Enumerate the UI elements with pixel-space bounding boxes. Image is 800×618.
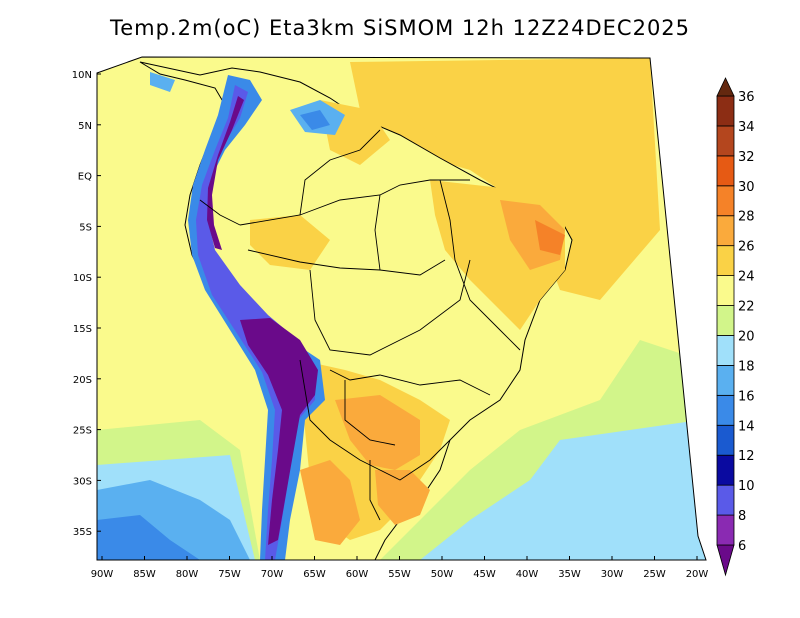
colorbar-swatch	[716, 185, 735, 217]
lon-tick-label: 55W	[388, 569, 411, 580]
colorbar-label: 24	[738, 270, 755, 285]
longitude-axis: 90W 85W 80W 75W 70W 65W 60W 55W 50W 45W 40W 35W 30W 2…	[91, 556, 709, 580]
colorbar-swatch	[716, 424, 735, 456]
latitude-axis: 10N 5N EQ 5S 10S 15S 20S 25S 30S 35S	[72, 70, 101, 538]
colorbar-swatch	[716, 215, 735, 247]
colorbar-label: 22	[738, 300, 755, 315]
colorbar-swatch	[716, 514, 735, 546]
colorbar-label: 34	[738, 120, 755, 135]
lat-tick-label: 25S	[73, 426, 92, 437]
colorbar-swatch	[716, 305, 735, 336]
colorbar: 6 8 10 12 14 16 18 20 22 24 26 28 30 32 34 36	[716, 77, 755, 577]
colorbar-swatch	[716, 125, 735, 157]
country-borders	[199, 129, 521, 521]
lon-tick-label: 60W	[346, 569, 369, 580]
lon-tick-label: 35W	[558, 569, 581, 580]
colorbar-label: 8	[738, 509, 746, 524]
map-title: Temp.2m(oC) Eta3km SiSMOM 12h 12Z24DEC20…	[109, 16, 691, 40]
colorbar-swatch	[716, 364, 735, 396]
lat-tick-label: 30S	[73, 476, 92, 487]
colorbar-label: 18	[738, 359, 755, 374]
colorbar-label: 14	[738, 419, 755, 434]
colorbar-label: 6	[738, 539, 746, 554]
lon-tick-label: 45W	[473, 569, 496, 580]
lon-tick-label: 25W	[643, 569, 666, 580]
lon-tick-label: 80W	[176, 569, 199, 580]
lon-tick-label: 75W	[218, 569, 241, 580]
colorbar-label: 36	[738, 90, 755, 105]
lon-tick-label: 85W	[133, 569, 156, 580]
colorbar-label: 12	[738, 449, 755, 464]
colorbar-swatch	[716, 394, 735, 426]
colorbar-swatch	[716, 95, 735, 127]
lon-tick-label: 20W	[686, 569, 709, 580]
colorbar-swatch	[716, 484, 735, 516]
colorbar-swatch	[716, 77, 735, 97]
colorbar-swatch	[716, 275, 735, 306]
lat-tick-label: 5S	[79, 222, 92, 233]
colorbar-label: 32	[738, 150, 755, 165]
colorbar-label: 16	[738, 389, 755, 404]
colorbar-swatch	[716, 335, 735, 366]
lon-tick-label: 70W	[261, 569, 284, 580]
colorbar-swatch	[716, 454, 735, 486]
lon-tick-label: 90W	[91, 569, 114, 580]
lat-tick-label: 35S	[73, 527, 92, 538]
colorbar-label: 28	[738, 210, 755, 225]
lat-tick-label: 10S	[73, 273, 92, 284]
colorbar-label: 20	[738, 329, 755, 344]
colorbar-label: 30	[738, 180, 755, 195]
colorbar-label: 26	[738, 240, 755, 255]
lon-tick-label: 30W	[601, 569, 624, 580]
colorbar-swatch	[716, 245, 735, 277]
lat-tick-label: EQ	[78, 172, 92, 183]
lon-tick-label: 50W	[431, 569, 454, 580]
lat-tick-label: 10N	[72, 70, 92, 81]
temperature-field	[97, 57, 706, 560]
lon-tick-label: 65W	[303, 569, 326, 580]
lat-tick-label: 5N	[78, 121, 92, 132]
colorbar-label: 10	[738, 479, 755, 494]
lat-tick-label: 15S	[73, 324, 92, 335]
lon-tick-label: 40W	[516, 569, 539, 580]
colorbar-swatch	[716, 544, 735, 577]
lat-tick-label: 20S	[73, 375, 92, 386]
colorbar-swatch	[716, 155, 735, 187]
